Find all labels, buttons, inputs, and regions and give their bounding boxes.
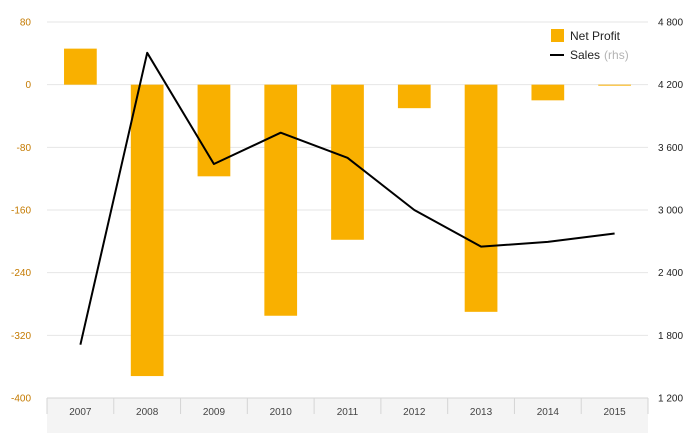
x-tick-label: 2013: [470, 407, 493, 418]
sales-line-series: [79, 51, 615, 345]
legend-label-net-profit: Net Profit: [570, 29, 621, 43]
right-tick-label: 2 400: [658, 268, 683, 279]
left-tick-label: -240: [11, 268, 31, 279]
legend-label-sales-suffix: (rhs): [604, 48, 629, 62]
x-axis: 2007 2008 2009 2010 2011 2012 2013 2014 2015: [46, 397, 649, 433]
left-tick-label: -320: [11, 331, 31, 342]
x-tick-label: 2010: [270, 407, 293, 418]
x-tick-label: 2012: [403, 407, 426, 418]
x-axis-band: [47, 398, 648, 433]
bar-net-profit: [397, 84, 431, 109]
bar-net-profit: [197, 84, 231, 177]
right-tick-label: 4 800: [658, 18, 683, 29]
x-tick-label: 2011: [337, 407, 359, 418]
sales-line: [79, 51, 615, 345]
bar-net-profit: [531, 84, 565, 101]
right-tick-label: 1 200: [658, 394, 683, 405]
bar-net-profit: [130, 84, 164, 377]
left-axis-ticks: 80 0 -80 -160 -240 -320 -400: [11, 18, 31, 405]
x-tick-label: 2015: [603, 407, 626, 418]
x-tick-label: 2007: [69, 407, 92, 418]
left-tick-label: -80: [17, 143, 32, 154]
x-tick-label: 2009: [203, 407, 226, 418]
left-tick-label: 0: [25, 80, 31, 91]
left-tick-label: 80: [20, 18, 32, 29]
bar-net-profit: [598, 84, 631, 86]
left-tick-label: -400: [11, 394, 31, 405]
bar-net-profit: [464, 84, 498, 312]
left-tick-label: -160: [11, 206, 31, 217]
net-profit-bars: [64, 48, 631, 377]
right-tick-label: 3 000: [658, 206, 683, 217]
right-tick-label: 4 200: [658, 80, 683, 91]
right-axis-ticks: 4 800 4 200 3 600 3 000 2 400 1 800 1 200: [658, 18, 683, 405]
right-tick-label: 3 600: [658, 143, 683, 154]
legend-label-sales-name: Sales: [570, 48, 600, 62]
bar-net-profit: [64, 48, 97, 85]
legend-label-sales: Sales (rhs): [570, 48, 629, 62]
x-tick-label: 2008: [136, 407, 159, 418]
bar-net-profit: [264, 84, 298, 316]
right-tick-label: 1 800: [658, 331, 683, 342]
legend-swatch-net-profit: [551, 29, 564, 42]
x-tick-label: 2014: [537, 407, 560, 418]
bar-net-profit: [331, 84, 364, 240]
legend: Net Profit Sales (rhs): [550, 29, 629, 62]
